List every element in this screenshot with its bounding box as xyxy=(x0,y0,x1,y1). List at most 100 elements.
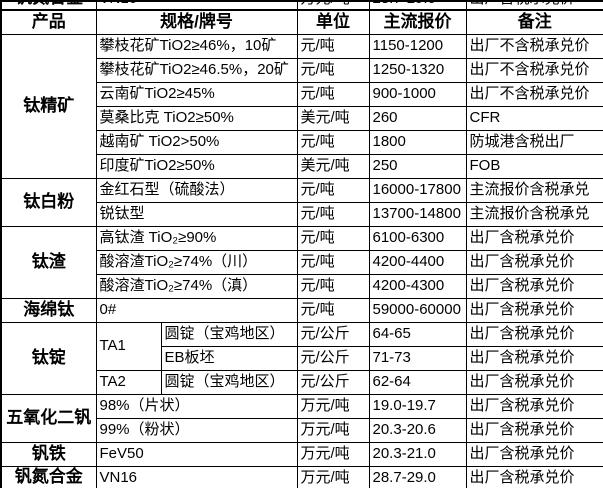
price-cell: 16000-17800 xyxy=(368,177,467,203)
table-row: 钒氮合金 VN16 万元/吨 28.7-29.0 出厂含税承兑价 xyxy=(0,465,603,488)
table-row: 钛白粉 金红石型（硫酸法） 元/吨 16000-17800 主流报价含税承兑 xyxy=(0,177,603,227)
note-cell: 出厂含税承兑价 xyxy=(465,249,603,275)
note-cell: FOB xyxy=(465,153,603,179)
unit-cell: 元/吨 xyxy=(296,33,370,59)
note-cell: CFR xyxy=(465,105,603,131)
col-header-price: 主流报价 xyxy=(368,9,467,35)
table-row: 越南矿 TiO2>50% 元/吨 1800 防城港含税出厂 xyxy=(1,129,603,155)
clipped-price-cell: 28.7-29.0 xyxy=(368,1,467,11)
price-cell: 19.0-19.7 xyxy=(368,393,467,419)
spec-cell: 锐钛型 xyxy=(95,201,298,227)
price-cell: 4200-4300 xyxy=(368,273,467,299)
note-cell: 出厂含税承兑价 xyxy=(465,225,603,251)
table-row: 钛精矿 攀枝花矿TiO2≥46%，10矿 元/吨 1150-1200 出厂不含税承兑价 xyxy=(0,33,603,179)
spec-cell: 越南矿 TiO2>50% xyxy=(95,129,298,155)
note-cell: 出厂含税承兑价 xyxy=(465,345,603,371)
table-row: EB板坯 元/公斤 71-73 出厂含税承兑价 xyxy=(1,345,603,371)
product-cell: 海绵钛 xyxy=(0,297,97,323)
table-row: 钛渣 高钛渣 TiO₂≥90% 元/吨 6100-6300 出厂含税承兑价 xyxy=(0,225,603,299)
unit-cell: 美元/吨 xyxy=(296,105,370,131)
spec-cell: 印度矿TiO2≥50% xyxy=(95,153,298,179)
product-cell: 钛锭 xyxy=(0,321,97,395)
price-cell: 59000-60000 xyxy=(368,297,467,323)
price-cell: 4200-4400 xyxy=(368,249,467,275)
unit-cell: 元/吨 xyxy=(296,249,370,275)
price-cell: 250 xyxy=(368,153,467,179)
unit-cell: 万元/吨 xyxy=(296,441,370,467)
price-cell: 1800 xyxy=(368,129,467,155)
col-header-unit: 单位 xyxy=(296,9,370,35)
spec-cell: VN16 xyxy=(95,465,298,488)
clipped-note-cell: 出厂含税承兑价 xyxy=(465,1,603,11)
clipped-spec-text: VN16 xyxy=(100,2,295,8)
price-cell: 71-73 xyxy=(368,345,467,371)
unit-cell: 元/吨 xyxy=(296,225,370,251)
product-cell: 钛渣 xyxy=(0,225,97,299)
spec-cell: 攀枝花矿TiO2≥46.5%，20矿 xyxy=(95,57,298,83)
price-cell: 20.3-21.0 xyxy=(368,441,467,467)
spec-cell: FeV50 xyxy=(95,441,298,467)
table-row: 攀枝花矿TiO2≥46.5%，20矿 元/吨 1250-1320 出厂不含税承兑价 xyxy=(1,57,603,83)
product-cell: 钛精矿 xyxy=(0,33,97,179)
spec-cell: 高钛渣 TiO₂≥90% xyxy=(95,225,298,251)
table-row: 酸溶渣TiO₂≥74%（川） 元/吨 4200-4400 出厂含税承兑价 xyxy=(1,249,603,275)
price-cell: 13700-14800 xyxy=(368,201,467,227)
spec-shape-cell: 圆锭（宝鸡地区） xyxy=(160,369,298,395)
price-cell: 900-1000 xyxy=(368,81,467,107)
col-header-spec: 规格/牌号 xyxy=(95,9,298,35)
col-header-product: 产品 xyxy=(0,9,97,35)
spec-grade-cell: TA1 xyxy=(95,321,162,371)
col-header-note: 备注 xyxy=(465,9,603,35)
price-cell: 64-65 xyxy=(368,321,467,347)
unit-cell: 元/吨 xyxy=(296,81,370,107)
unit-cell: 元/吨 xyxy=(296,177,370,203)
note-cell: 出厂含税承兑价 xyxy=(465,369,603,395)
product-cell: 钒氮合金 xyxy=(0,465,97,488)
table-row: 五氧化二钒 98%（片状） 万元/吨 19.0-19.7 出厂含税承兑价 xyxy=(0,393,603,443)
unit-cell: 元/公斤 xyxy=(296,345,370,371)
clipped-top-row: 钒氮合金 VN16 万元/吨 28.7-29.0 出厂含税承兑价 xyxy=(0,1,603,11)
note-cell: 出厂含税承兑价 xyxy=(465,273,603,299)
unit-cell: 万元/吨 xyxy=(296,465,370,488)
spec-cell: 99%（粉状） xyxy=(95,417,298,443)
table-row: 99%（粉状） 万元/吨 20.3-20.6 出厂含税承兑价 xyxy=(1,417,603,443)
spec-shape-cell: 圆锭（宝鸡地区） xyxy=(160,321,298,347)
note-cell: 出厂含税承兑价 xyxy=(465,297,603,323)
unit-cell: 元/吨 xyxy=(296,201,370,227)
unit-cell: 美元/吨 xyxy=(296,153,370,179)
note-cell: 主流报价含税承兑 xyxy=(465,201,603,227)
spec-cell: 98%（片状） xyxy=(95,393,298,419)
note-cell: 出厂含税承兑价 xyxy=(465,441,603,467)
clipped-product-text: 钒氮合金 xyxy=(5,2,94,8)
price-cell: 1250-1320 xyxy=(368,57,467,83)
table-header-row: 产品 规格/牌号 单位 主流报价 备注 xyxy=(0,9,603,35)
table-row: TA2 圆锭（宝鸡地区） 元/公斤 62-64 出厂含税承兑价 xyxy=(1,369,603,395)
table-row: 钒铁 FeV50 万元/吨 20.3-21.0 出厂含税承兑价 xyxy=(0,441,603,467)
unit-cell: 元/吨 xyxy=(296,297,370,323)
price-cell: 28.7-29.0 xyxy=(368,465,467,488)
table-row: 海绵钛 0# 元/吨 59000-60000 出厂含税承兑价 xyxy=(0,297,603,323)
table-row: 钛锭 TA1 圆锭（宝鸡地区） 元/公斤 64-65 出厂含税承兑价 xyxy=(0,321,603,395)
unit-cell: 万元/吨 xyxy=(296,393,370,419)
unit-cell: 元/吨 xyxy=(296,129,370,155)
spec-grade-cell: TA2 xyxy=(95,369,162,395)
note-cell: 出厂含税承兑价 xyxy=(465,321,603,347)
unit-cell: 元/吨 xyxy=(296,273,370,299)
spec-cell: 0# xyxy=(95,297,298,323)
note-cell: 出厂含税承兑价 xyxy=(465,393,603,419)
clipped-unit-text: 万元/吨 xyxy=(301,2,367,8)
spec-cell: 酸溶渣TiO₂≥74%（滇） xyxy=(95,273,298,299)
table-row: 酸溶渣TiO₂≥74%（滇） 元/吨 4200-4300 出厂含税承兑价 xyxy=(1,273,603,299)
spec-cell: 金红石型（硫酸法） xyxy=(95,177,298,203)
clipped-note-text: 出厂含税承兑价 xyxy=(470,2,602,8)
spec-cell: 云南矿TiO2≥45% xyxy=(95,81,298,107)
unit-cell: 元/公斤 xyxy=(296,321,370,347)
unit-cell: 元/公斤 xyxy=(296,369,370,395)
note-cell: 防城港含税出厂 xyxy=(465,129,603,155)
spec-cell: 攀枝花矿TiO2≥46%，10矿 xyxy=(95,33,298,59)
product-cell: 五氧化二钒 xyxy=(0,393,97,443)
note-cell: 主流报价含税承兑 xyxy=(465,177,603,203)
price-cell: 20.3-20.6 xyxy=(368,417,467,443)
